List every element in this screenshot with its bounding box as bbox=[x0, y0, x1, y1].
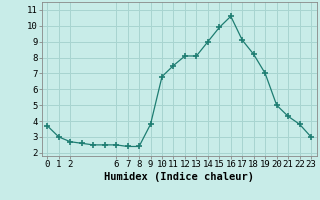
X-axis label: Humidex (Indice chaleur): Humidex (Indice chaleur) bbox=[104, 172, 254, 182]
